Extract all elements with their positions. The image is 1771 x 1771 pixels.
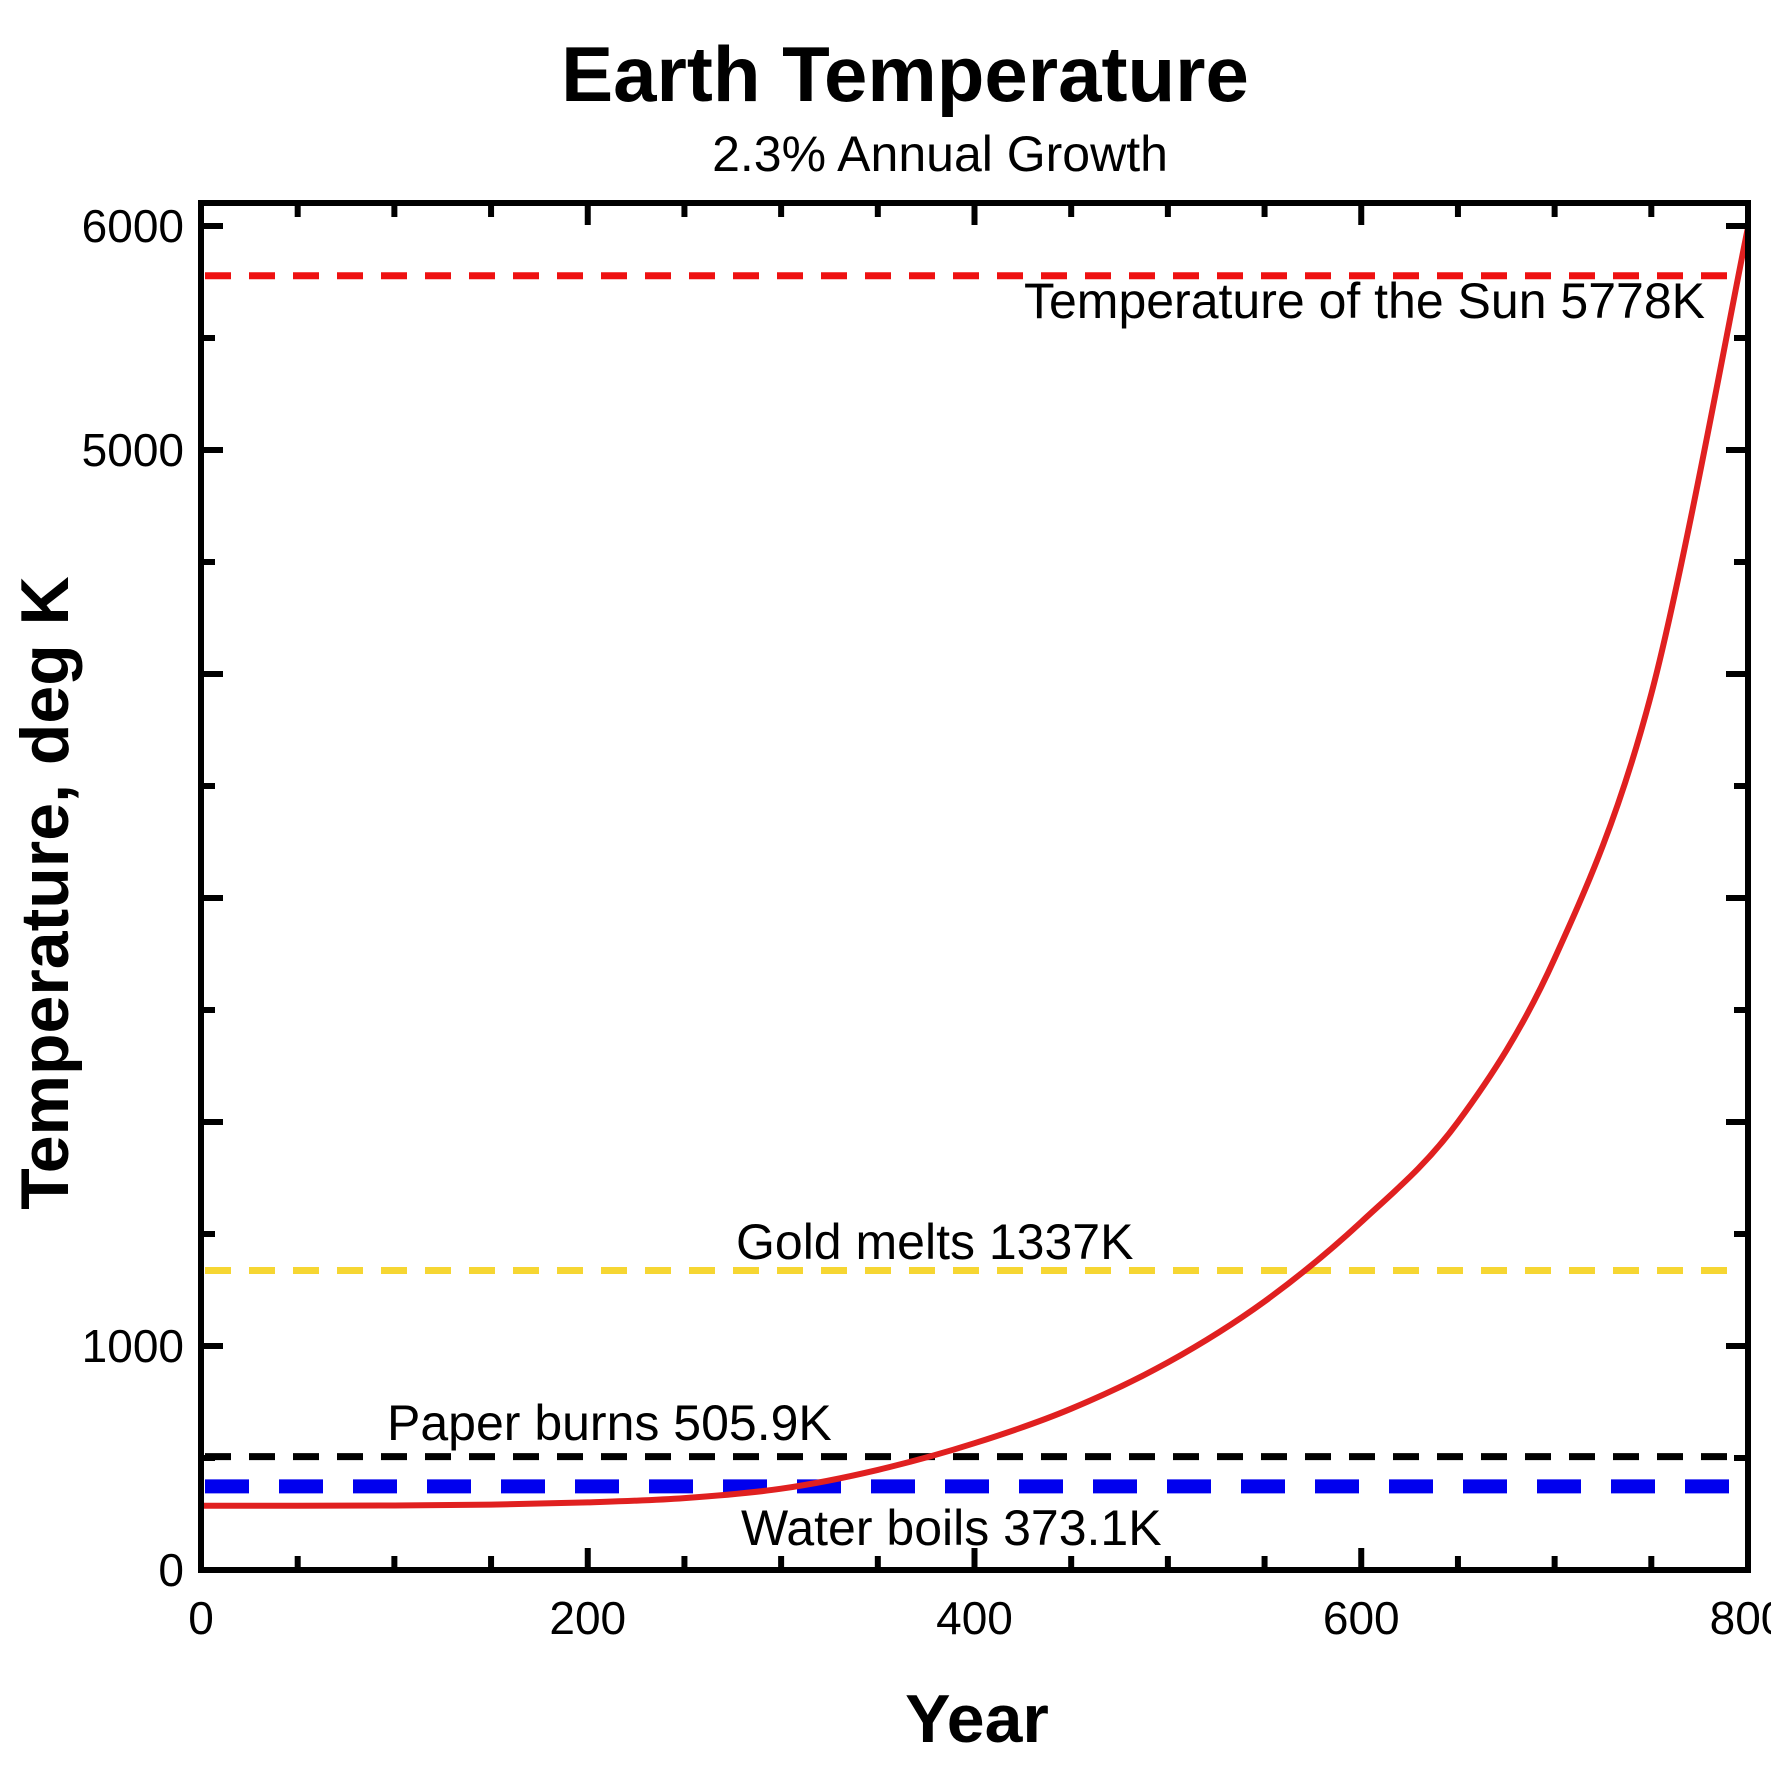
x-axis-label: Year bbox=[905, 1681, 1049, 1757]
chart-subtitle: 2.3% Annual Growth bbox=[712, 126, 1168, 182]
y-tick-label-3: 6000 bbox=[82, 200, 184, 252]
series-group bbox=[201, 226, 1751, 1509]
reference-label-2: Paper burns 505.9K bbox=[387, 1395, 832, 1451]
x-tick-label-2: 400 bbox=[936, 1592, 1013, 1644]
reference-label-1: Gold melts 1337K bbox=[736, 1214, 1133, 1270]
x-tick-label-3: 600 bbox=[1323, 1592, 1400, 1644]
plot-frame bbox=[198, 200, 1751, 1573]
reference-lines bbox=[205, 272, 1744, 1494]
x-tick-label-1: 200 bbox=[549, 1592, 626, 1644]
reference-label-0: Temperature of the Sun 5778K bbox=[1024, 273, 1705, 329]
y-tick-label-2: 5000 bbox=[82, 424, 184, 476]
x-tick-label-4: 800 bbox=[1710, 1592, 1771, 1644]
axis-tick-labels: 0 200 400 600 800 0 1000 5000 6000 bbox=[82, 200, 1771, 1644]
axis-ticks bbox=[198, 203, 1751, 1573]
y-tick-label-1: 1000 bbox=[82, 1320, 184, 1372]
y-tick-label-0: 0 bbox=[158, 1544, 184, 1596]
series-line-0 bbox=[201, 226, 1751, 1509]
annotations: Temperature of the Sun 5778K Gold melts 1… bbox=[387, 273, 1705, 1556]
reference-label-3: Water boils 373.1K bbox=[741, 1500, 1162, 1556]
y-axis-label: Temperature, deg K bbox=[7, 576, 83, 1210]
x-tick-label-0: 0 bbox=[188, 1592, 214, 1644]
chart-title: Earth Temperature bbox=[561, 30, 1249, 118]
